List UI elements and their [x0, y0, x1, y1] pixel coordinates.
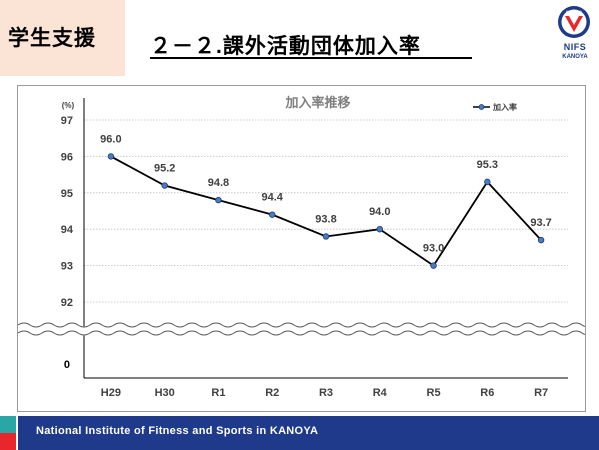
y-tick-label-zero: 0 — [64, 359, 70, 371]
axis-break-line-upper — [18, 322, 585, 328]
data-point — [107, 153, 115, 160]
y-tick-label: 94 — [61, 224, 74, 236]
svg-text:KANOYA: KANOYA — [566, 9, 583, 14]
x-tick-label: H29 — [101, 387, 121, 399]
y-tick-label: 95 — [61, 188, 73, 200]
data-label: 93.7 — [530, 217, 551, 229]
data-label: 95.3 — [477, 159, 498, 171]
axis-break-mask — [18, 322, 585, 336]
accent-square-red — [0, 433, 16, 450]
y-axis-unit-label: (%) — [62, 101, 75, 110]
x-tick-label: R5 — [427, 387, 441, 399]
y-tick-label: 96 — [61, 151, 73, 163]
data-label: 93.0 — [423, 243, 444, 255]
data-label: 95.2 — [154, 163, 175, 175]
accent-square-teal — [0, 416, 16, 433]
x-tick-label: R2 — [265, 387, 279, 399]
x-tick-label: R7 — [534, 387, 548, 399]
y-tick-label: 92 — [61, 297, 73, 309]
legend-label: 加入率 — [492, 102, 517, 112]
line-chart: 加入率推移 (%) 97 96 95 94 93 92 0 H29 H30 R1 R2 R3 R4 R5 R6 R… — [18, 95, 585, 399]
x-tick-label: R3 — [319, 387, 333, 399]
data-point — [161, 182, 168, 189]
page-title: ２－２.課外活動団体加入率 — [150, 35, 421, 58]
data-label: 94.8 — [208, 177, 229, 189]
legend-marker — [478, 104, 485, 110]
logo-subtitle: KANOYA — [562, 54, 588, 60]
series-line — [110, 155, 542, 267]
axis-break-line-lower — [18, 330, 585, 336]
title-underline — [150, 57, 472, 59]
y-tick-label: 97 — [61, 115, 73, 127]
data-label: 94.0 — [369, 206, 390, 218]
x-tick-label: R6 — [480, 387, 494, 399]
section-tag: 学生支援 — [0, 0, 125, 76]
chart-title: 加入率推移 — [284, 95, 350, 110]
data-point — [537, 236, 545, 244]
university-logo-icon: KANOYA — [558, 6, 590, 38]
data-point — [269, 211, 276, 218]
footer-text: National Institute of Fitness and Sports… — [36, 425, 319, 437]
logo-name: NIFS — [563, 42, 587, 52]
y-tick-label: 93 — [61, 261, 73, 273]
data-label: 96.0 — [100, 133, 121, 145]
x-tick-label: R1 — [211, 387, 225, 399]
data-point — [322, 233, 330, 240]
section-tag-label: 学生支援 — [8, 27, 96, 50]
data-point — [484, 178, 491, 186]
data-point — [430, 262, 437, 269]
x-tick-label: H30 — [155, 387, 175, 399]
x-tick-label: R4 — [373, 387, 388, 399]
data-label: 93.8 — [315, 213, 336, 225]
footer-bar — [18, 416, 599, 450]
data-point — [215, 196, 222, 204]
data-point — [376, 225, 383, 233]
chart-panel: 加入率推移 (%) 97 96 95 94 93 92 0 H29 H30 R1 R2 R3 R4 R5 R6 R… — [17, 85, 586, 412]
data-label: 94.4 — [262, 192, 284, 204]
